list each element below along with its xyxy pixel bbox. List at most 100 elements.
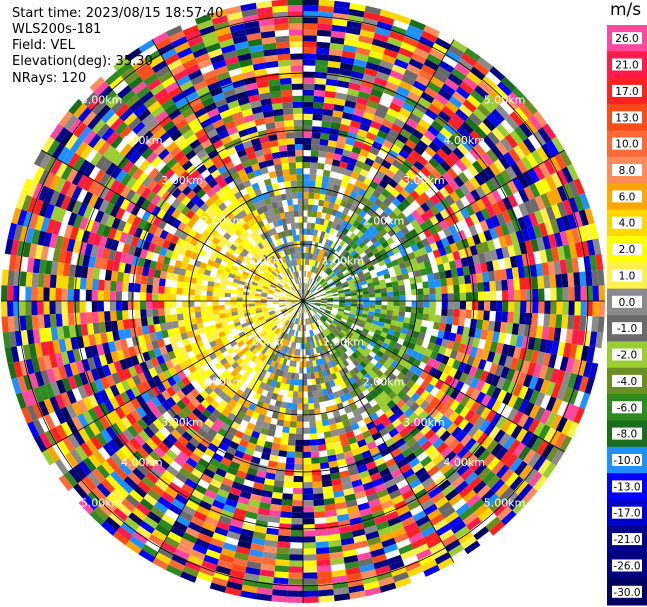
ppi-gate [384, 154, 396, 165]
ppi-gate [401, 174, 413, 185]
ppi-gate [278, 65, 291, 73]
ppi-gate [310, 433, 318, 440]
ppi-gate [308, 259, 312, 266]
ppi-gate [401, 144, 414, 155]
ppi-gate [399, 107, 412, 118]
ppi-gate [258, 161, 267, 169]
ppi-gate [464, 117, 479, 131]
ppi-gate [355, 285, 363, 290]
ppi-gate [298, 385, 303, 392]
ppi-gate [477, 56, 494, 71]
ppi-gate [207, 315, 215, 322]
ppi-gate [310, 259, 314, 266]
ppi-gate [366, 251, 374, 259]
ppi-gate [349, 286, 357, 291]
ppi-gate [318, 0, 335, 7]
ppi-gate [292, 494, 303, 501]
ppi-gate [358, 274, 365, 280]
ppi-gate [289, 421, 297, 428]
ppi-gate [273, 207, 280, 215]
ppi-gate [314, 295, 321, 298]
ppi-gate [514, 107, 529, 123]
ppi-gate [182, 282, 190, 289]
ppi-gate [270, 214, 277, 223]
ppi-gate [378, 279, 386, 285]
ppi-gate [293, 271, 297, 278]
ppi-gate [303, 300, 309, 301]
ppi-gate [288, 254, 293, 261]
ppi-gate [423, 58, 439, 71]
ppi-gate [410, 243, 419, 252]
ppi-gate [315, 541, 329, 549]
ppi-gate [441, 285, 448, 294]
ppi-gate [312, 266, 316, 273]
ppi-gate [79, 312, 87, 325]
ppi-gate [281, 218, 287, 226]
ppi-gate [344, 214, 352, 223]
ppi-gate [289, 548, 303, 555]
ppi-gate [393, 295, 400, 301]
ppi-gate [310, 156, 319, 163]
ppi-gate [491, 127, 505, 142]
ppi-gate [439, 219, 449, 230]
ppi-gate [306, 367, 311, 374]
ppi-gate [339, 240, 346, 248]
ppi-gate [303, 192, 309, 199]
ppi-gate [104, 269, 113, 281]
ppi-gate [562, 199, 573, 216]
ppi-gate [286, 457, 295, 464]
ppi-gate [418, 118, 431, 130]
ppi-gate [305, 246, 309, 253]
ppi-gate [224, 5, 242, 16]
ppi-gate [396, 85, 410, 97]
ppi-gate [322, 251, 328, 258]
ppi-gate [293, 475, 303, 483]
ppi-gate [371, 211, 380, 221]
ppi-gate [303, 198, 309, 205]
ppi-gate [292, 500, 303, 507]
ppi-gate [284, 469, 295, 476]
ppi-gate [343, 260, 350, 267]
ppi-gate [343, 106, 355, 115]
ppi-gate [513, 144, 526, 160]
ppi-gate [313, 95, 325, 103]
ppi-gate [444, 205, 455, 217]
ppi-gate [298, 258, 302, 265]
ppi-gate [182, 288, 189, 295]
ppi-gate [331, 116, 342, 124]
ppi-gate [339, 62, 354, 71]
ppi-gate [182, 313, 190, 320]
ppi-gate [122, 319, 130, 330]
ppi-gate [508, 289, 515, 301]
ppi-gate [308, 295, 314, 299]
ppi-gate [334, 178, 343, 187]
ppi-gate [287, 590, 303, 597]
ppi-gate [321, 225, 328, 233]
ppi-gate [248, 157, 259, 166]
ppi-gate [429, 287, 436, 295]
ppi-gate [519, 277, 527, 290]
ppi-gate [288, 162, 296, 169]
ppi-gate [305, 290, 309, 296]
ppi-gate [344, 32, 360, 41]
ppi-gate [289, 427, 297, 434]
ppi-gate [311, 210, 318, 218]
ppi-gate [322, 425, 331, 433]
ppi-gate [359, 29, 375, 39]
ppi-gate [279, 517, 292, 525]
ppi-gate [358, 241, 366, 249]
ppi-gate [316, 547, 330, 555]
ppi-gate [311, 287, 316, 293]
ppi-gate [562, 183, 574, 200]
ppi-gate [477, 80, 493, 95]
ppi-gate [271, 201, 278, 210]
ppi-gate [263, 178, 272, 187]
ppi-gate [354, 179, 364, 188]
ppi-gate [319, 193, 326, 201]
ppi-gate [371, 220, 380, 229]
ppi-gate [315, 217, 321, 225]
ppi-gate [387, 296, 394, 301]
ppi-gate [140, 275, 148, 285]
ppi-gate [320, 468, 331, 476]
ppi-gate [287, 390, 294, 398]
